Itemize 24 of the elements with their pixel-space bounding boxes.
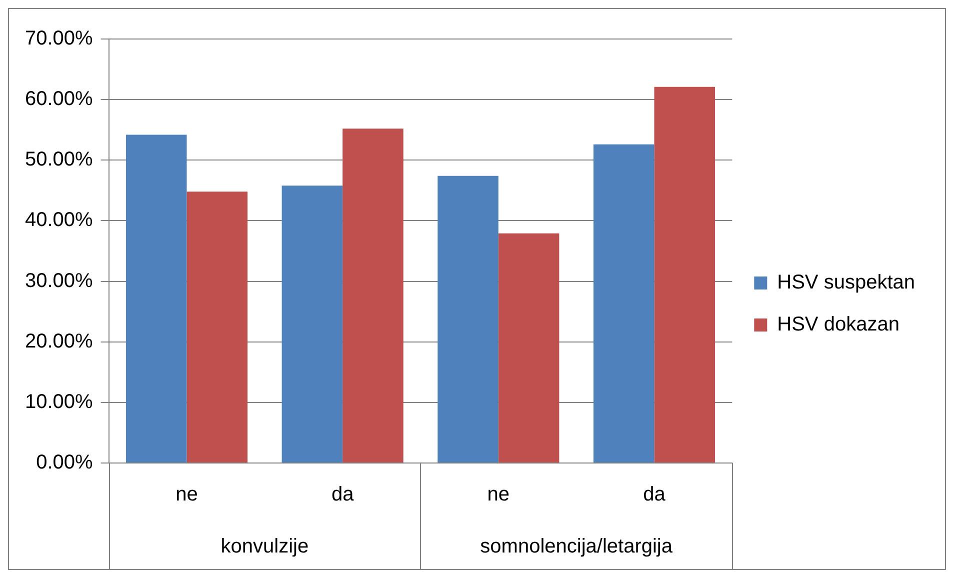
text: konvulzije (220, 536, 309, 558)
legend-label: HSV dokazan (777, 314, 900, 336)
x-tick-label: da (643, 484, 666, 506)
y-tick-label: 20.00% (24, 330, 94, 352)
bar (126, 134, 187, 462)
text: somnolencija/letargija (480, 536, 674, 558)
y-tick-label: 60.00% (24, 88, 94, 110)
legend-label: HSV suspektan (777, 272, 916, 294)
x-tick-label: da (331, 484, 355, 506)
x-tick-label: ne (176, 484, 198, 506)
y-tick-label: 30.00% (24, 270, 94, 292)
bar (342, 128, 404, 462)
bar (438, 176, 498, 462)
bar (654, 86, 716, 462)
y-tick-label: 10.00% (24, 390, 94, 413)
y-tick-label: 0.00% (36, 452, 94, 474)
bar (498, 233, 560, 462)
y-tick-label: 40.00% (24, 209, 94, 232)
y-tick-label: 70.00% (24, 28, 94, 50)
bar (593, 144, 654, 462)
bar (186, 192, 248, 462)
x-tick-label: ne (487, 484, 510, 506)
bar (282, 186, 343, 462)
y-tick-label: 50.00% (24, 148, 94, 171)
